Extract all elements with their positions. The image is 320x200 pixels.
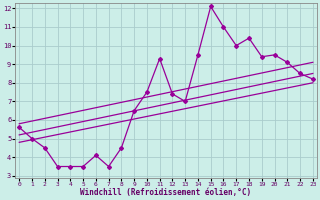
X-axis label: Windchill (Refroidissement éolien,°C): Windchill (Refroidissement éolien,°C) <box>80 188 252 197</box>
